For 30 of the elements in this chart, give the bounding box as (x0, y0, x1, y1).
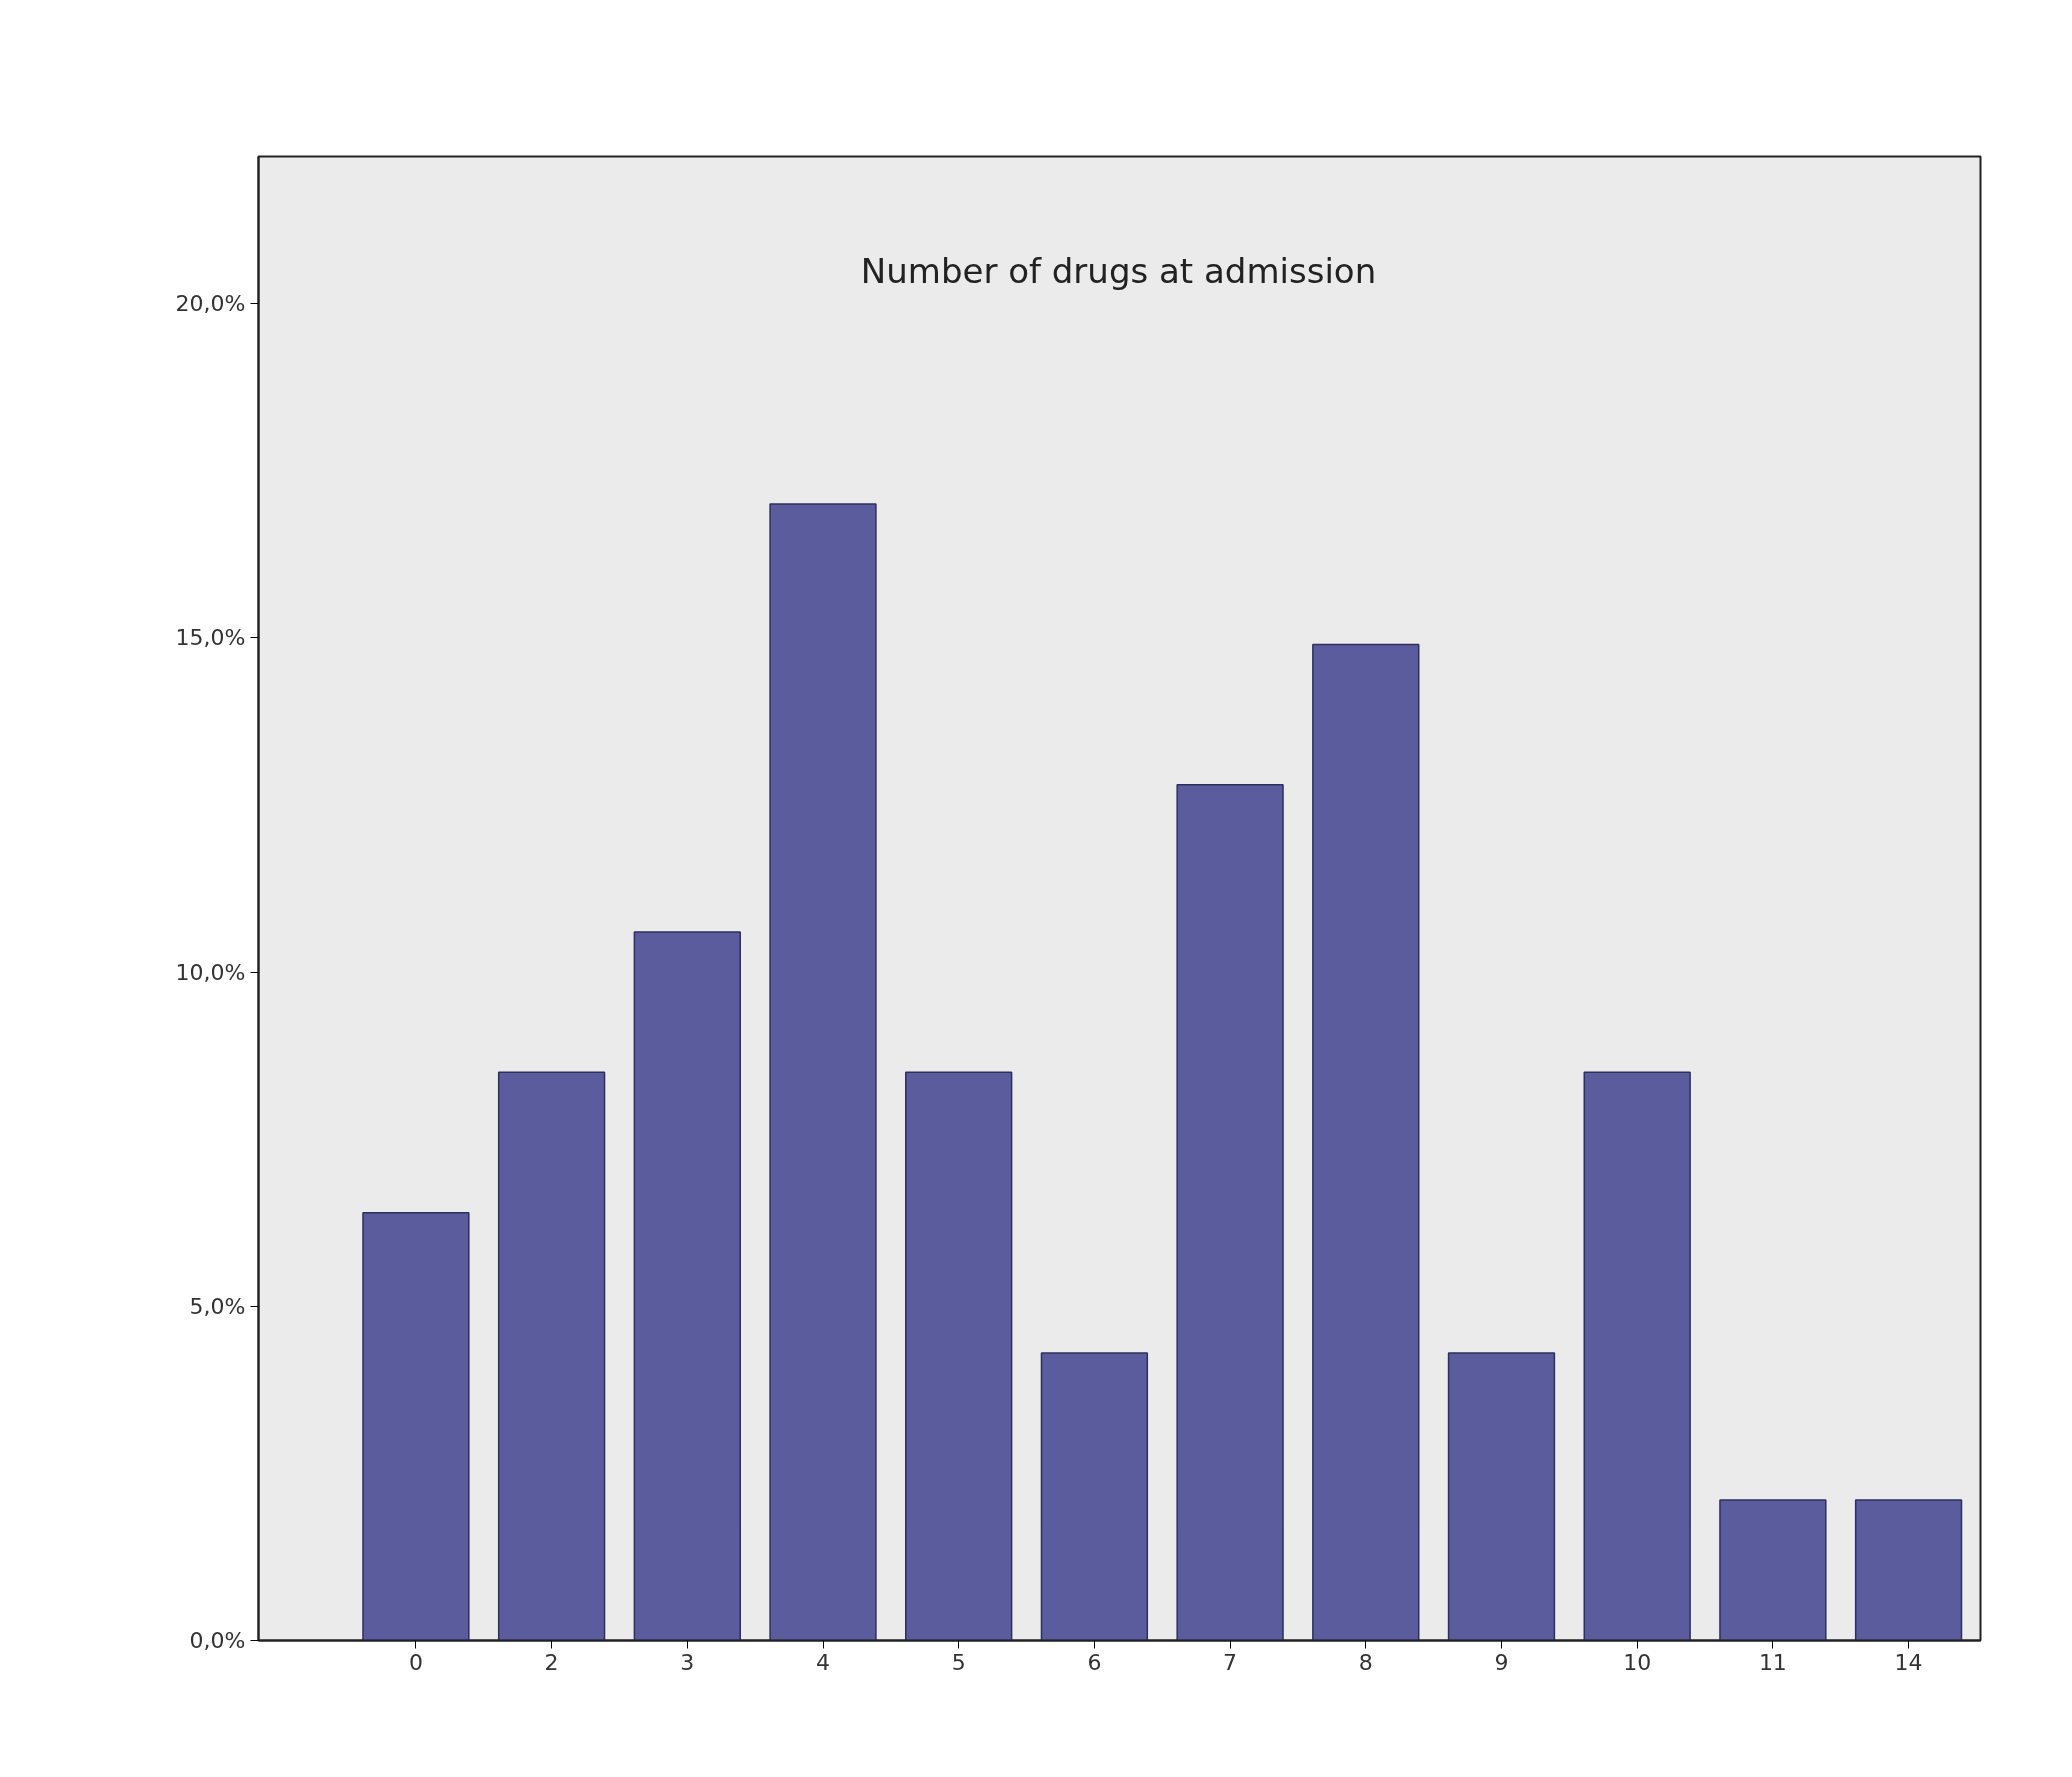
x-tick-label: 4 (816, 1649, 830, 1675)
bar (633, 931, 741, 1641)
bar (1854, 1499, 1963, 1641)
x-tick-label: 6 (1087, 1649, 1102, 1675)
x-tick-label: 7 (1223, 1649, 1238, 1675)
x-tick-label: 0 (408, 1649, 423, 1675)
bar (1040, 1352, 1149, 1641)
x-tick-label: 5 (951, 1649, 966, 1675)
y-tick-label: 10,0% (175, 959, 246, 985)
text: Number of drugs at admission (860, 250, 1377, 291)
x-tick-label: 9 (1494, 1649, 1509, 1675)
x-tick-label: 8 (1358, 1649, 1373, 1675)
x-tick-label: 14 (1894, 1649, 1923, 1675)
bar (1583, 1071, 1691, 1641)
bar (362, 1211, 470, 1641)
bar (1176, 784, 1284, 1641)
y-tick-label: 15,0% (175, 625, 246, 651)
x-tick-label: 2 (544, 1649, 559, 1675)
x-tick-label: 3 (680, 1649, 695, 1675)
bar (905, 1071, 1013, 1641)
x-tick-label: 11 (1758, 1649, 1787, 1675)
bar (1719, 1499, 1827, 1641)
y-tick-label: 5,0% (189, 1293, 246, 1319)
bar (769, 503, 877, 1641)
bar (1312, 643, 1420, 1641)
y-tick-label: 20,0% (175, 291, 246, 317)
y-tick-label: 0,0% (189, 1628, 246, 1653)
bar (1447, 1352, 1556, 1641)
x-tick-label: 10 (1623, 1649, 1652, 1675)
bar (497, 1071, 606, 1641)
